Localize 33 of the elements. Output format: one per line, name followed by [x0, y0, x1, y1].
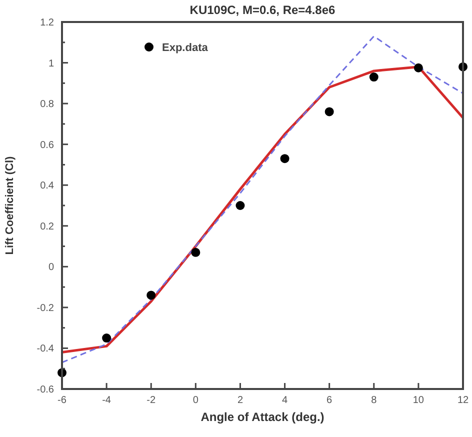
x-tick-label: 6: [326, 395, 333, 406]
point: [280, 154, 290, 164]
y-tick-label: 1: [48, 58, 54, 70]
x-tick-label: 2: [237, 395, 244, 406]
y-tick-label: -0.2: [36, 302, 54, 314]
legend: Exp.data: [144, 42, 208, 54]
x-tick-label: -6: [58, 395, 67, 406]
x-tick-label: 10: [412, 395, 424, 406]
y-tick-label: 0: [48, 262, 54, 274]
y-tick-label: 0.2: [40, 221, 54, 232]
x-tick-label: -2: [146, 395, 156, 406]
point: [146, 290, 156, 300]
point: [324, 107, 334, 116]
y-tick-label: -0.6: [36, 384, 54, 396]
y-tick-label: -0.4: [36, 344, 54, 355]
x-axis-title: Angle of Attack (deg.): [200, 410, 324, 424]
y-axis-title: Lift Coefficient (Cl): [4, 156, 16, 255]
chart-title: KU109C, M=0.6, Re=4.8e6: [190, 3, 336, 17]
x-tick-label: -4: [102, 395, 112, 406]
y-tick-label: 0.8: [40, 99, 54, 110]
point: [102, 334, 112, 343]
legend-label: Exp.data: [162, 42, 209, 54]
y-tick-label: 0.4: [40, 180, 54, 192]
point: [191, 248, 200, 257]
y-tick-label: 0.6: [40, 140, 54, 151]
point: [414, 63, 423, 72]
x-tick-label: 4: [282, 395, 288, 406]
point: [369, 72, 378, 82]
point: [236, 201, 245, 210]
y-tick-label: 1.2: [40, 18, 54, 28]
x-tick-label: 12: [457, 395, 469, 406]
x-tick-label: 0: [192, 395, 199, 406]
x-tick-label: 8: [371, 395, 378, 406]
